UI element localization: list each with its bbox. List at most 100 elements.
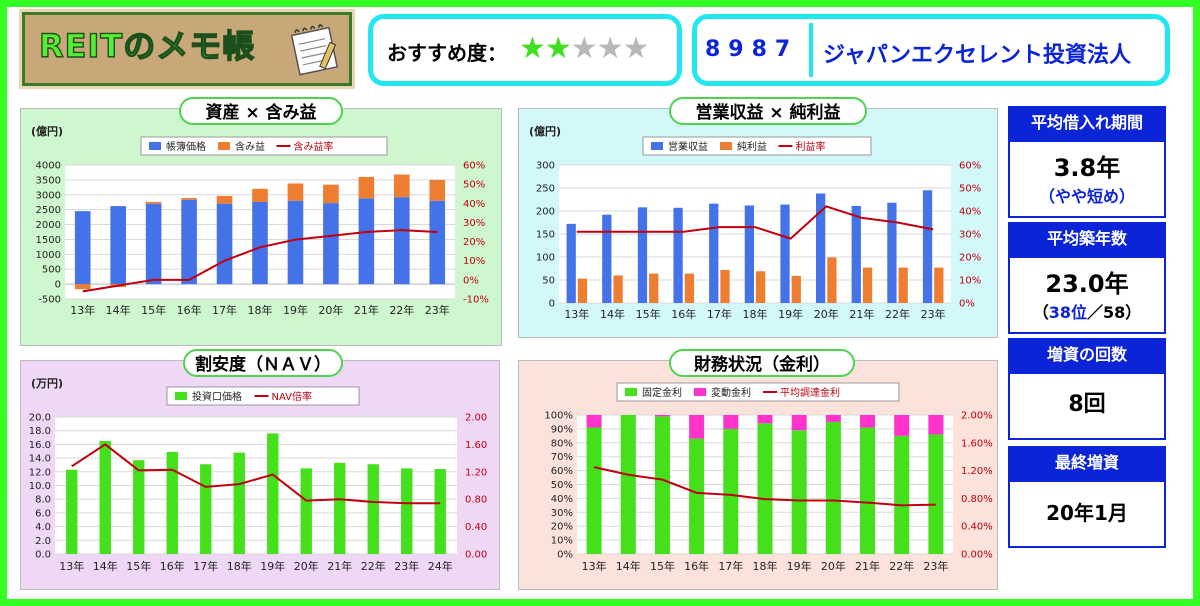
stat-last-capital: 最終増資 20年1月 <box>1008 446 1166 548</box>
y-tick-label: 1500 <box>36 235 61 246</box>
x-tick-label: 19年 <box>260 559 285 573</box>
stat-avg-age-body: 23.0年 （38位／58） <box>1008 256 1166 334</box>
legend-swatch <box>218 142 230 150</box>
bar-営業収益 <box>851 205 861 303</box>
panel-assets: -500 0 500 1000 1500 2000 2500 3000 3500 4000 -10%… <box>20 97 502 346</box>
bar-投資口価格 <box>401 468 413 554</box>
bar-変動金利 <box>689 415 705 439</box>
legend-swatch <box>625 388 637 396</box>
bar-投資口価格 <box>233 452 245 554</box>
y-tick-label: 50 <box>542 276 555 287</box>
header-divider <box>809 23 813 77</box>
bar-変動金利 <box>894 415 910 436</box>
y2-tick-label: 0% <box>959 299 975 310</box>
y2-tick-label: 1.20% <box>961 466 993 477</box>
y2-tick-label: 0.40% <box>961 522 993 533</box>
bar-固定金利 <box>654 416 670 554</box>
y-tick-label: 12.0 <box>29 467 51 478</box>
y-tick-label: 0% <box>557 550 573 561</box>
x-tick-label: 18年 <box>743 307 768 321</box>
bar-営業収益 <box>602 214 612 303</box>
stat-avg-borrow: 平均借入れ期間 3.8年 （やや短め） <box>1008 106 1166 218</box>
y2-tick-label: 0.80 <box>465 495 487 506</box>
y-tick-label: 18.0 <box>29 426 51 437</box>
x-tick-label: 19年 <box>283 303 308 317</box>
stat-capital-count-title: 増資の回数 <box>1008 338 1166 372</box>
legend-label: 帳簿価格 <box>166 140 206 153</box>
y2-tick-label: 10% <box>463 256 485 267</box>
bar-投資口価格 <box>66 469 78 554</box>
bar-変動金利 <box>586 415 602 428</box>
y2-tick-label: 30% <box>959 230 981 241</box>
y2-tick-label: 0.00 <box>465 550 487 561</box>
bar-固定金利 <box>689 438 705 554</box>
bar-帳簿価格 <box>181 199 197 285</box>
y-tick-label: 0 <box>55 280 61 291</box>
bar-帳簿価格 <box>394 197 410 285</box>
legend-box <box>642 136 872 156</box>
bar-純利益 <box>720 269 730 303</box>
x-tick-label: 15年 <box>126 559 151 573</box>
stat-avg-age-value: 23.0年 <box>1045 270 1129 298</box>
x-tick-label: 23年 <box>921 307 946 321</box>
legend-label: 固定金利 <box>642 386 682 399</box>
star-empty-icon: ★ <box>570 31 598 66</box>
logo-text: REITのメモ帳 <box>38 26 256 65</box>
y-tick-label: 150 <box>536 230 555 241</box>
title-assets: 資産 × 含み益 <box>179 97 343 125</box>
bar-営業収益 <box>566 223 576 303</box>
reit-name: ジャパンエクセレント投資法人 <box>823 43 1132 68</box>
star-filled-icon: ★ <box>544 31 572 66</box>
y-tick-label: 4000 <box>36 161 61 172</box>
legend-box <box>140 136 388 156</box>
y2-tick-label: 60% <box>959 161 981 172</box>
legend-swatch <box>175 392 187 400</box>
y-tick-label: 80% <box>551 438 573 449</box>
star-empty-icon: ★ <box>596 31 624 66</box>
y-tick-label: 4.0 <box>35 522 51 533</box>
bar-投資口価格 <box>267 433 279 554</box>
bar-純利益 <box>862 267 873 303</box>
bar-営業収益 <box>816 193 826 303</box>
x-tick-label: 14年 <box>106 303 131 317</box>
bar-含み益 <box>252 188 268 202</box>
y-tick-label: 2000 <box>36 220 61 231</box>
bar-営業収益 <box>673 207 683 303</box>
rank-prefix: （ <box>1032 303 1049 322</box>
bar-変動金利 <box>928 415 944 435</box>
bar-変動金利 <box>654 415 670 417</box>
bar-含み益 <box>394 174 410 198</box>
y-tick-label: 2500 <box>36 205 61 216</box>
y-tick-label: 500 <box>42 265 61 276</box>
line-NAV倍率 <box>71 443 441 505</box>
x-tick-label: 15年 <box>141 303 166 317</box>
bar-投資口価格 <box>367 464 379 554</box>
x-tick-label: 21年 <box>855 559 880 573</box>
x-tick-label: 24年 <box>428 559 453 573</box>
x-tick-label: 16年 <box>684 559 709 573</box>
stat-avg-age-rank: （38位／58） <box>1010 299 1164 323</box>
title-nav: 割安度（ＮＡＶ） <box>183 349 343 377</box>
x-tick-label: 22年 <box>889 559 914 573</box>
y-tick-label: 0 <box>549 299 555 310</box>
y2-tick-label: 30% <box>463 218 485 229</box>
y-tick-label: 16.0 <box>29 440 51 451</box>
bar-含み益 <box>145 201 162 204</box>
stat-avg-borrow-body: 3.8年 （やや短め） <box>1008 140 1166 218</box>
legend-swatch <box>694 388 706 396</box>
x-tick-label: 17年 <box>718 559 743 573</box>
bar-投資口価格 <box>166 451 178 554</box>
y-tick-label: 2.0 <box>35 536 51 547</box>
y-tick-label: 10% <box>551 536 573 547</box>
y2-tick-label: 0.80% <box>961 494 993 505</box>
bar-純利益 <box>934 267 944 303</box>
x-tick-label: 19年 <box>778 307 803 321</box>
bar-固定金利 <box>894 435 910 554</box>
y2-tick-label: 50% <box>959 184 981 195</box>
bar-変動金利 <box>791 415 807 431</box>
y2-tick-label: 0% <box>463 275 479 286</box>
bar-固定金利 <box>928 434 944 554</box>
bar-含み益 <box>74 284 91 290</box>
y2-tick-label: 1.60% <box>961 438 993 449</box>
x-tick-label: 14年 <box>616 559 641 573</box>
